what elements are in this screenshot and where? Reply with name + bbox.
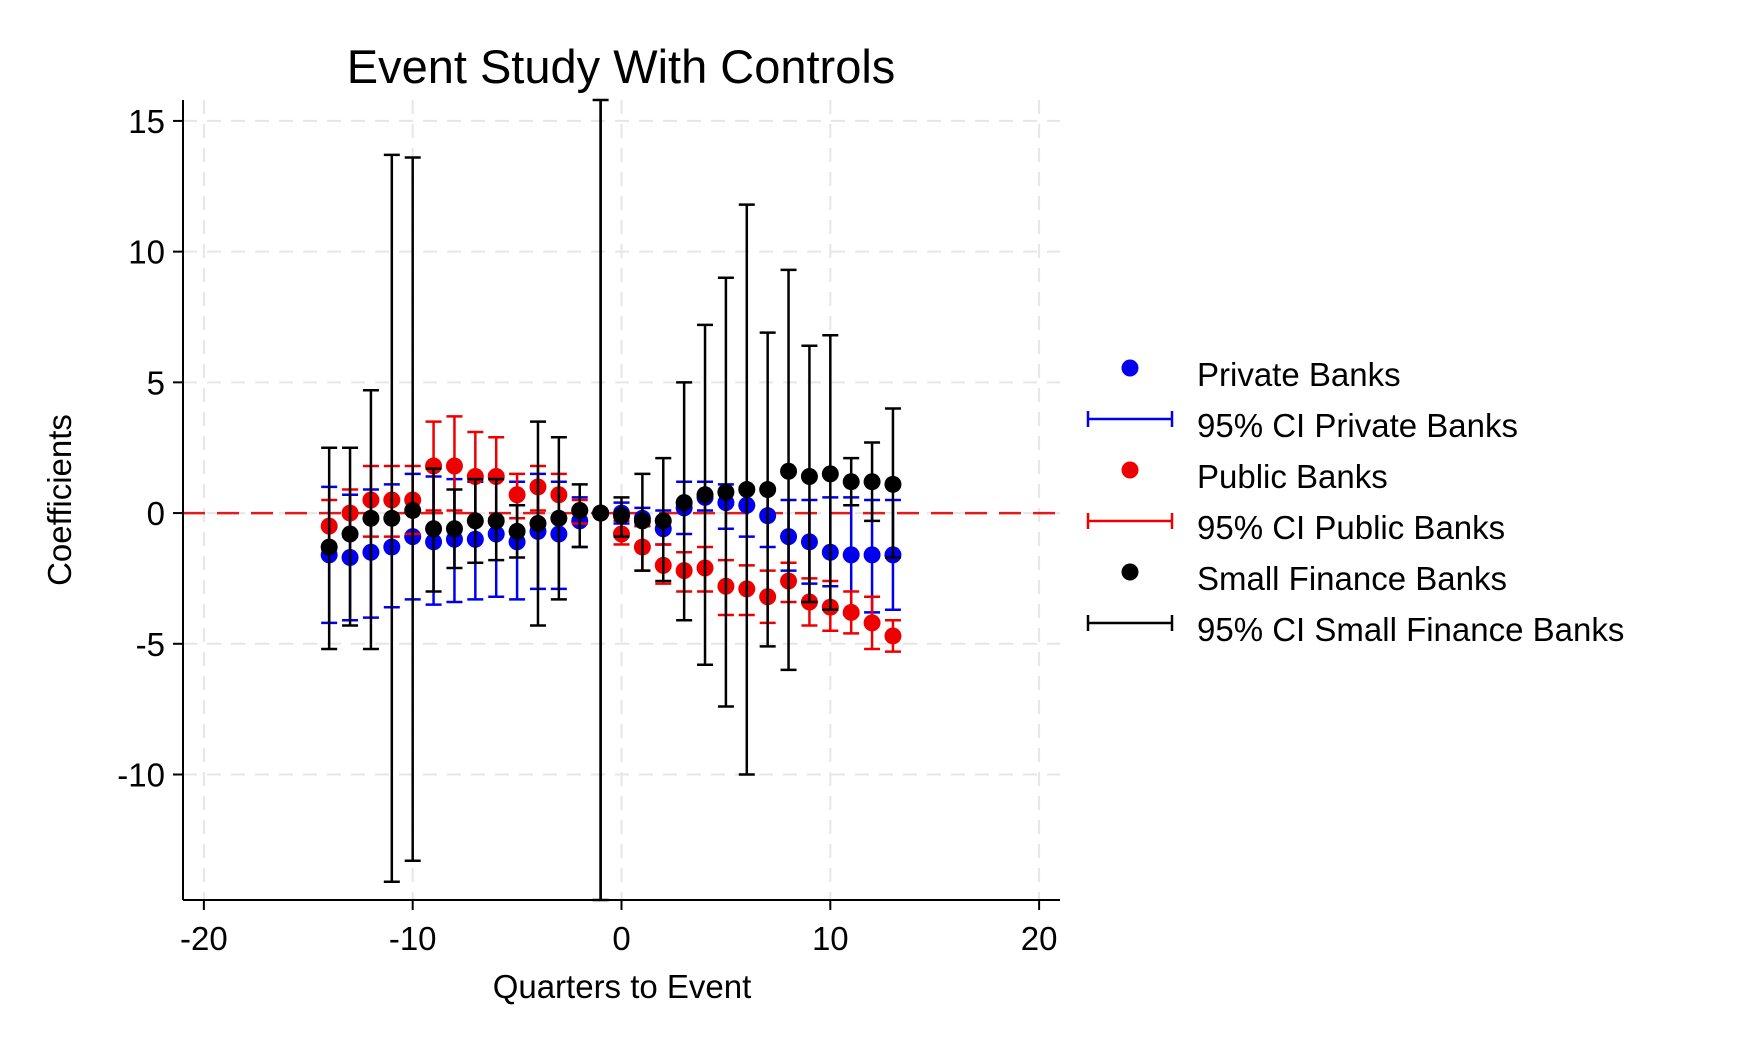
legend-label-public-banks: Public Banks [1197,458,1388,495]
point-small-finance-banks [863,473,881,491]
point-small-finance-banks [571,501,589,519]
tick-labels: -20 -10 0 10 20 15 10 5 0 -5 -10 [117,103,1057,957]
point-small-finance-banks [362,509,380,527]
point-public-banks [508,486,526,504]
point-small-finance-banks [320,538,338,556]
x-tick-label: 0 [612,920,630,957]
point-small-finance-banks [780,462,798,480]
point-small-finance-banks [675,494,693,512]
point-public-banks [884,627,902,645]
point-small-finance-banks [550,509,568,527]
point-small-finance-banks [654,512,672,530]
point-small-finance-banks [842,473,860,491]
y-tick-label: -5 [136,626,165,663]
point-small-finance-banks [445,520,463,538]
axes [173,100,1060,910]
data-series [320,98,902,902]
point-public-banks [445,457,463,475]
point-small-finance-banks [425,520,443,538]
y-axis-title: Coefficients [41,414,78,586]
series-small-finance-banks [320,98,902,902]
point-small-finance-banks [529,515,547,533]
legend-label-95-ci-public-banks: 95% CI Public Banks [1197,509,1505,546]
point-small-finance-banks [487,512,505,530]
y-tick-label: 5 [147,364,165,401]
point-public-banks [425,457,443,475]
legend-marker-small-finance-banks [1121,563,1139,581]
point-small-finance-banks [404,501,422,519]
point-public-banks [466,467,484,485]
point-small-finance-banks [800,467,818,485]
y-tick-label: 0 [147,495,165,532]
point-public-banks [842,603,860,621]
y-tick-label: 15 [128,103,165,140]
point-private-banks [842,546,860,564]
point-public-banks [487,467,505,485]
point-small-finance-banks [821,465,839,483]
legend-label-private-banks: Private Banks [1197,356,1401,393]
y-tick-label: 10 [128,234,165,271]
legend-marker-public-banks [1121,461,1139,479]
legend-label-95-ci-private-banks: 95% CI Private Banks [1197,407,1518,444]
point-small-finance-banks [633,512,651,530]
point-small-finance-banks [717,483,735,501]
point-small-finance-banks [884,475,902,493]
legend-marker-private-banks [1121,359,1139,377]
legend-label-95-ci-small-finance-banks: 95% CI Small Finance Banks [1197,611,1624,648]
point-private-banks [863,546,881,564]
x-tick-label: -20 [180,920,228,957]
series-public-banks [320,415,902,653]
x-tick-label: 10 [812,920,849,957]
point-small-finance-banks [383,509,401,527]
x-tick-label: 20 [1021,920,1058,957]
x-axis-title: Quarters to Event [493,968,752,1005]
point-small-finance-banks [759,481,777,499]
point-small-finance-banks [738,481,756,499]
point-small-finance-banks [696,486,714,504]
y-tick-label: -10 [117,757,165,794]
legend: Private Banks 95% CI Private Banks Public … [1086,356,1624,648]
point-small-finance-banks [466,512,484,530]
point-small-finance-banks [592,504,610,522]
legend-label-small-finance-banks: Small Finance Banks [1197,560,1507,597]
x-tick-label: -10 [389,920,437,957]
point-small-finance-banks [508,522,526,540]
point-public-banks [863,614,881,632]
point-small-finance-banks [341,525,359,543]
point-small-finance-banks [613,507,630,525]
chart-title: Event Study With Controls [347,40,896,93]
